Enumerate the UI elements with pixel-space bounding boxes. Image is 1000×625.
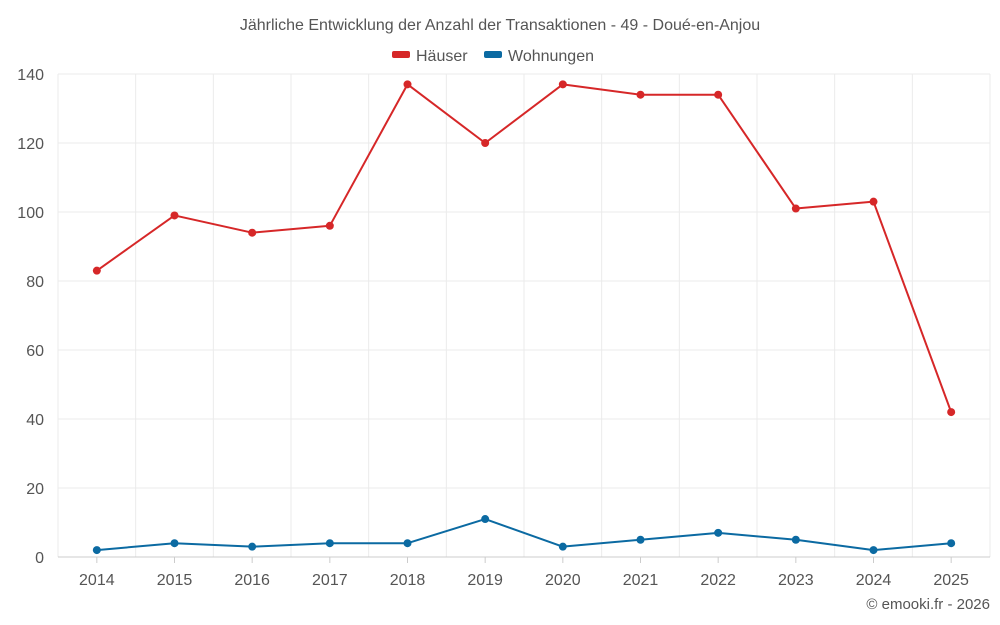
data-point-wohnungen-2025[interactable]	[947, 539, 956, 548]
legend-label-wohnungen[interactable]: Wohnungen	[508, 48, 594, 65]
x-tick-label: 2025	[933, 572, 969, 589]
series	[92, 80, 956, 555]
data-point-haeuser-2022[interactable]	[714, 90, 723, 99]
y-tick-label: 80	[26, 274, 44, 291]
data-point-wohnungen-2021[interactable]	[636, 535, 645, 544]
y-tick-label: 0	[35, 550, 44, 567]
data-point-haeuser-2023[interactable]	[791, 204, 800, 213]
data-point-haeuser-2020[interactable]	[558, 80, 567, 89]
y-tick-label: 140	[17, 67, 44, 84]
data-point-haeuser-2019[interactable]	[481, 139, 490, 147]
x-tick-label: 2017	[312, 572, 348, 589]
chart-title: Jährliche Entwicklung der Anzahl der Tra…	[240, 17, 760, 34]
credit-text: © emooki.fr - 2026	[866, 596, 990, 613]
series-line-haeuser	[96, 83, 953, 413]
x-tick-label: 2023	[778, 572, 814, 589]
x-tick-label: 2018	[390, 572, 426, 589]
y-tick-label: 20	[26, 481, 44, 498]
data-point-haeuser-2017[interactable]	[325, 221, 334, 230]
x-tick-label: 2019	[467, 572, 503, 589]
data-point-wohnungen-2022[interactable]	[714, 528, 723, 537]
legend: Häuser Wohnungen	[392, 48, 594, 65]
x-tick-label: 2021	[623, 572, 659, 589]
data-point-haeuser-2014[interactable]	[92, 266, 101, 275]
data-point-haeuser-2021[interactable]	[636, 90, 645, 99]
data-point-wohnungen-2020[interactable]	[558, 542, 567, 551]
data-point-haeuser-2024[interactable]	[869, 197, 878, 206]
x-tick-label: 2024	[856, 572, 892, 589]
x-tick-label: 2015	[157, 572, 193, 589]
legend-label-haeuser[interactable]: Häuser	[416, 48, 468, 65]
y-axis-ticks: 0 20 40 60 80 100 120 140	[17, 67, 44, 567]
x-tick-label: 2020	[545, 572, 581, 589]
y-tick-label: 60	[26, 343, 44, 360]
data-point-haeuser-2025[interactable]	[947, 408, 956, 417]
x-tick-label: 2022	[700, 572, 736, 589]
x-tick-label: 2014	[79, 572, 115, 589]
data-point-wohnungen-2015[interactable]	[170, 539, 179, 548]
data-point-wohnungen-2024[interactable]	[869, 546, 878, 555]
legend-swatch-haeuser[interactable]	[392, 51, 410, 58]
data-point-wohnungen-2017[interactable]	[325, 539, 334, 548]
legend-swatch-wohnungen[interactable]	[484, 51, 502, 58]
data-point-wohnungen-2018[interactable]	[403, 539, 412, 548]
data-point-wohnungen-2014[interactable]	[92, 546, 101, 555]
y-tick-label: 100	[17, 205, 44, 222]
data-point-wohnungen-2019[interactable]	[481, 515, 490, 524]
data-point-wohnungen-2016[interactable]	[248, 542, 257, 551]
x-tick-label: 2016	[234, 572, 270, 589]
data-point-haeuser-2018[interactable]	[403, 80, 412, 89]
y-tick-label: 120	[17, 136, 44, 153]
data-point-haeuser-2015[interactable]	[170, 211, 179, 220]
data-point-wohnungen-2023[interactable]	[791, 535, 800, 544]
grid	[57, 73, 991, 558]
series-line-wohnungen	[96, 518, 952, 552]
data-point-haeuser-2016[interactable]	[248, 228, 257, 237]
y-tick-label: 40	[26, 412, 44, 429]
x-axis-ticks: 2014 2015 2016 2017 2018 2019 2020 2021 2022 2023…	[79, 557, 969, 589]
